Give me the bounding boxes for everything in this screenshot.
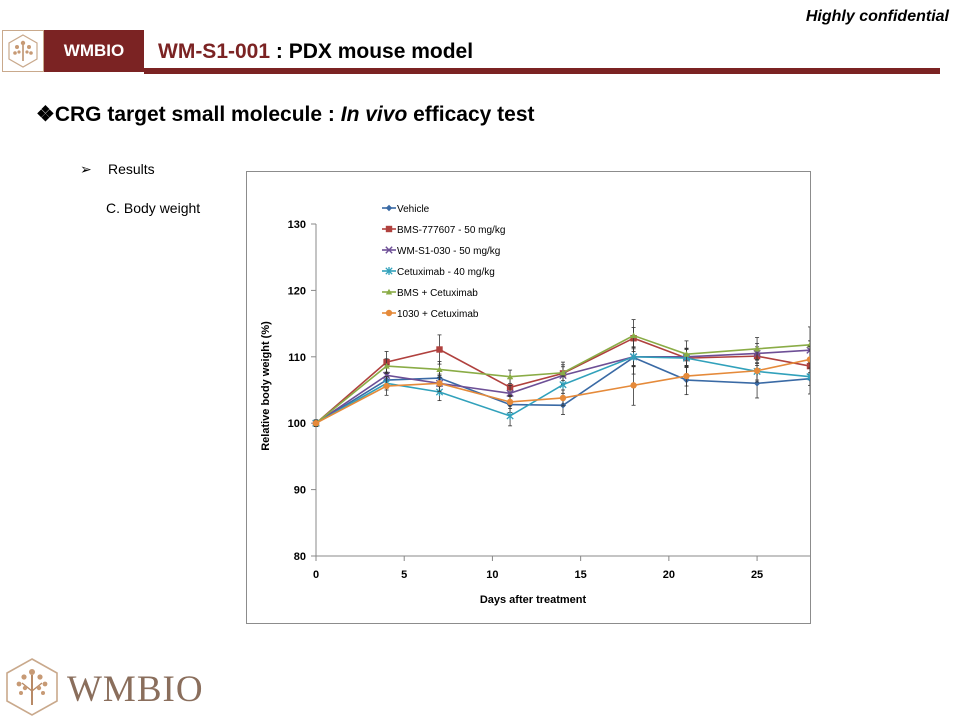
- legend-marker: [385, 204, 393, 212]
- brand-badge: WMBIO: [44, 30, 144, 72]
- data-point: [629, 352, 638, 361]
- data-point: [559, 369, 567, 376]
- title-code: WM-S1-001: [158, 40, 271, 63]
- data-point: [630, 332, 637, 339]
- data-point: [506, 373, 514, 380]
- data-point: [382, 371, 391, 380]
- data-point: [630, 382, 637, 389]
- section-headline: ❖CRG target small molecule : In vivo eff…: [36, 102, 535, 127]
- y-tick-label: 80: [294, 551, 306, 563]
- data-point: [806, 346, 810, 354]
- y-tick-label: 110: [288, 352, 306, 364]
- legend-label: Vehicle: [397, 204, 430, 215]
- data-point: [559, 394, 567, 402]
- data-point: [436, 366, 443, 372]
- headline-pre: CRG target small molecule :: [54, 103, 341, 126]
- footer-logo-text: WMBIO: [67, 669, 204, 710]
- data-point: [753, 367, 761, 374]
- data-point: [312, 420, 320, 427]
- data-point: [506, 411, 514, 420]
- x-tick-label: 20: [663, 569, 675, 581]
- x-tick-label: 15: [575, 569, 587, 581]
- legend-label: BMS + Cetuximab: [397, 288, 478, 299]
- x-tick-label: 5: [401, 569, 407, 581]
- legend-marker: [385, 267, 393, 275]
- results-label: Results: [108, 161, 155, 177]
- legend-label: 1030 + Cetuximab: [397, 309, 479, 320]
- data-point: [559, 380, 567, 389]
- data-point: [383, 382, 390, 390]
- body-weight-chart: 80 90 100 110 120 130 0 5 10 15 20 25 Days after tre…: [246, 171, 811, 624]
- x-tick-label: 0: [313, 569, 319, 581]
- data-point: [806, 372, 810, 381]
- confidentiality-label: Highly confidential: [805, 8, 949, 25]
- x-tick-label: 10: [486, 569, 498, 581]
- data-point: [506, 398, 514, 406]
- body-weight-subheading: C. Body weight: [106, 200, 201, 216]
- data-point: [436, 380, 443, 387]
- data-point: [436, 346, 443, 353]
- y-tick-label: 130: [288, 219, 306, 231]
- data-point: [383, 362, 390, 369]
- data-point: [806, 362, 810, 370]
- data-point: [683, 350, 690, 357]
- footer-tree-logo-icon: [4, 657, 60, 717]
- title-underline: [144, 68, 940, 74]
- y-axis-title: Relative body weight (%): [260, 321, 272, 451]
- y-tick-label: 120: [288, 285, 306, 297]
- headline-post: efficacy test: [407, 103, 535, 126]
- legend-marker: [385, 225, 393, 233]
- legend-marker: [385, 246, 393, 254]
- tree-logo-icon: [2, 30, 44, 72]
- data-point: [683, 372, 690, 380]
- legend-marker: [385, 288, 393, 295]
- results-bullet: ➢ Results: [80, 161, 155, 178]
- legend-label: BMS-777607 - 50 mg/kg: [397, 225, 505, 236]
- y-tick-label: 100: [288, 418, 306, 430]
- x-axis-title: Days after treatment: [480, 594, 587, 606]
- chart-canvas: 80 90 100 110 120 130 0 5 10 15 20 25 Days after tre…: [260, 204, 810, 606]
- diamond-bullet-icon: ❖: [36, 103, 55, 126]
- data-point: [753, 345, 761, 352]
- title-rest: : PDX mouse model: [270, 40, 474, 63]
- arrow-bullet-icon: ➢: [80, 161, 92, 177]
- y-tick-label: 90: [294, 485, 306, 497]
- legend-label: WM-S1-030 - 50 mg/kg: [397, 246, 500, 257]
- legend-label: Cetuximab - 40 mg/kg: [397, 267, 495, 278]
- slide-title: WM-S1-001 : PDX mouse model: [158, 40, 473, 64]
- x-tick-label: 25: [751, 569, 763, 581]
- headline-italic: In vivo: [340, 103, 408, 126]
- data-point: [806, 356, 810, 363]
- legend-marker: [385, 309, 393, 317]
- data-point: [506, 389, 514, 398]
